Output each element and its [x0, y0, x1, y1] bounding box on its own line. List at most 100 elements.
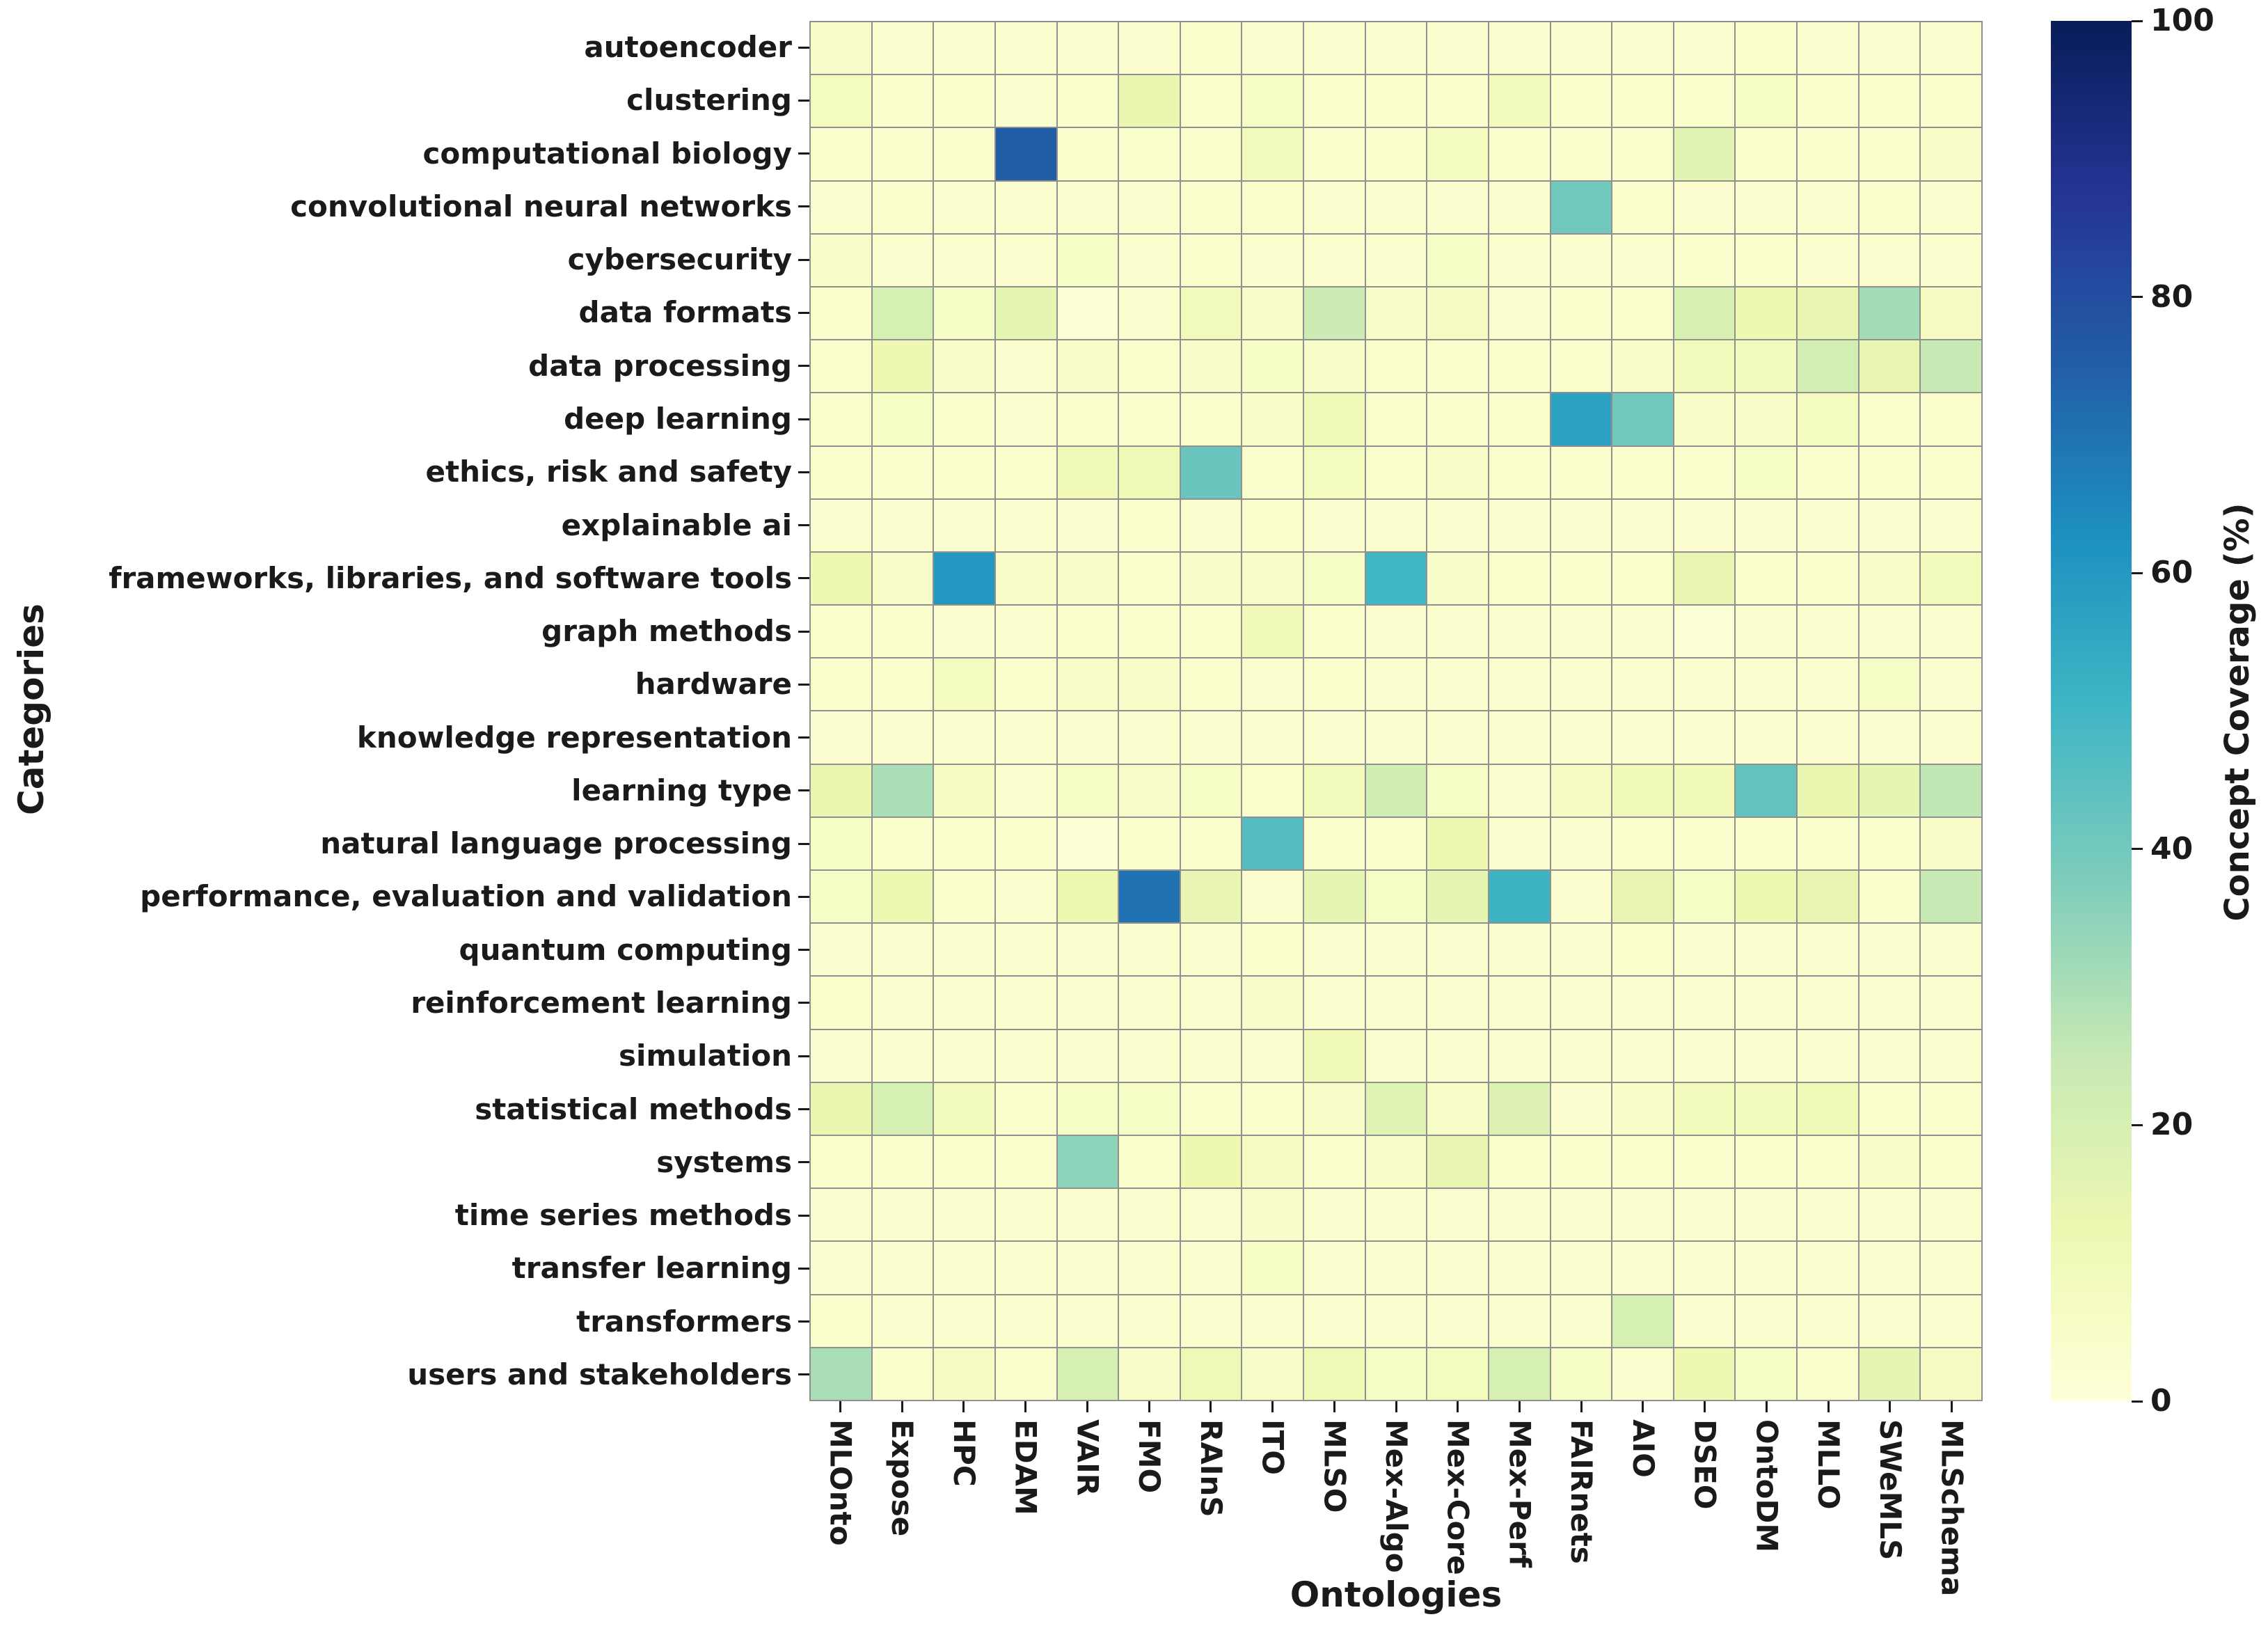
heatmap-cell	[1180, 711, 1242, 764]
heatmap-cell	[1242, 446, 1303, 498]
heatmap-cell	[872, 1295, 933, 1347]
heatmap-cell	[1242, 552, 1303, 605]
heatmap-cell	[1736, 871, 1797, 923]
heatmap-cell	[934, 499, 994, 551]
heatmap-cell	[1057, 340, 1118, 393]
heatmap-cell	[811, 499, 871, 551]
heatmap-cell	[1304, 181, 1365, 233]
heatmap-cell	[1736, 764, 1797, 816]
heatmap-cell	[1180, 606, 1242, 658]
y-tick-mark	[798, 1373, 809, 1376]
heatmap-cell	[995, 1189, 1056, 1241]
heatmap-cell	[1921, 499, 1981, 551]
heatmap-cell	[1180, 446, 1242, 498]
y-tick-mark	[798, 46, 809, 49]
heatmap-cell	[1365, 1189, 1427, 1241]
colorbar-tick-mark	[2132, 296, 2143, 299]
x-tick-label: MLSO	[1317, 1419, 1352, 1513]
y-tick-mark	[798, 789, 809, 792]
heatmap-cell	[1674, 393, 1735, 445]
heatmap-cell	[1180, 817, 1242, 870]
heatmap-cell	[1365, 871, 1427, 923]
heatmap-cell	[1736, 1348, 1797, 1400]
heatmap-cell	[1180, 871, 1242, 923]
heatmap-cell	[1427, 1189, 1488, 1241]
x-tick-label: Mex-Algo	[1379, 1419, 1413, 1573]
heatmap-cell	[1365, 234, 1427, 286]
x-tick-mark	[1889, 1401, 1892, 1412]
y-tick-label: ethics, risk and safety	[425, 455, 792, 489]
heatmap-cell	[1427, 658, 1488, 711]
heatmap-cell	[1612, 22, 1673, 74]
heatmap-cell	[934, 764, 994, 816]
heatmap-cell	[1736, 658, 1797, 711]
heatmap-cell	[1180, 552, 1242, 605]
heatmap-cell	[1674, 658, 1735, 711]
y-tick-label: quantum computing	[459, 932, 793, 967]
heatmap-cell	[1242, 393, 1303, 445]
heatmap-cell	[872, 287, 933, 340]
heatmap-cell	[995, 764, 1056, 816]
y-tick-label: transfer learning	[512, 1251, 792, 1286]
heatmap-cell	[1180, 1030, 1242, 1082]
heatmap-cell	[1242, 977, 1303, 1029]
x-axis-title: Ontologies	[1290, 1575, 1502, 1615]
heatmap-cell	[1736, 1136, 1797, 1188]
heatmap-cell	[1859, 1082, 1920, 1135]
y-tick-mark	[798, 1161, 809, 1164]
y-tick-mark	[798, 1055, 809, 1057]
heatmap-cell	[872, 658, 933, 711]
heatmap-cell	[1612, 606, 1673, 658]
heatmap-cell	[1798, 1242, 1858, 1294]
heatmap-cell	[1242, 871, 1303, 923]
heatmap-cell	[1798, 340, 1858, 393]
y-tick-mark	[798, 842, 809, 845]
heatmap-cell	[1119, 924, 1180, 976]
heatmap-cell	[1612, 1082, 1673, 1135]
colorbar-tick-mark	[2132, 19, 2143, 22]
heatmap-cell	[934, 1189, 994, 1241]
heatmap-cell	[1612, 181, 1673, 233]
heatmap-cell	[1551, 1082, 1612, 1135]
heatmap-cell	[1427, 1030, 1488, 1082]
heatmap-cell	[1674, 817, 1735, 870]
heatmap-cell	[1304, 606, 1365, 658]
y-tick-mark	[798, 152, 809, 155]
heatmap-cell	[1304, 287, 1365, 340]
heatmap-cell	[811, 446, 871, 498]
heatmap-cell	[1551, 393, 1612, 445]
heatmap-cell	[1119, 75, 1180, 127]
heatmap-cell	[1921, 1082, 1981, 1135]
heatmap-cell	[934, 234, 994, 286]
heatmap-cell	[1674, 1030, 1735, 1082]
y-tick-label: time series methods	[454, 1198, 792, 1233]
colorbar-tick-mark	[2132, 571, 2143, 574]
x-tick-label: FAIRnets	[1564, 1419, 1599, 1564]
heatmap-cell	[1119, 817, 1180, 870]
heatmap-cell	[1921, 287, 1981, 340]
heatmap-cell	[934, 1348, 994, 1400]
heatmap-cell	[995, 446, 1056, 498]
colorbar-label: Concept Coverage (%)	[2218, 503, 2257, 922]
y-tick-mark	[798, 418, 809, 420]
heatmap-cell	[1674, 1189, 1735, 1241]
heatmap-cell	[1365, 552, 1427, 605]
heatmap-cell	[811, 1348, 871, 1400]
heatmap-cell	[1119, 340, 1180, 393]
heatmap-cell	[995, 1295, 1056, 1347]
heatmap-cell	[1736, 499, 1797, 551]
heatmap-cell	[1859, 1295, 1920, 1347]
heatmap-cell	[934, 22, 994, 74]
heatmap-cell	[1365, 658, 1427, 711]
x-tick-label: HPC	[946, 1419, 981, 1487]
heatmap-cell	[1489, 817, 1550, 870]
heatmap-cell	[934, 1082, 994, 1135]
y-tick-mark	[798, 1267, 809, 1270]
heatmap-cell	[1304, 711, 1365, 764]
heatmap-cell	[995, 817, 1056, 870]
heatmap-cell	[934, 1242, 994, 1294]
y-tick-mark	[798, 1214, 809, 1217]
heatmap-cell	[811, 871, 871, 923]
heatmap-cell	[1242, 711, 1303, 764]
heatmap-cell	[1736, 22, 1797, 74]
